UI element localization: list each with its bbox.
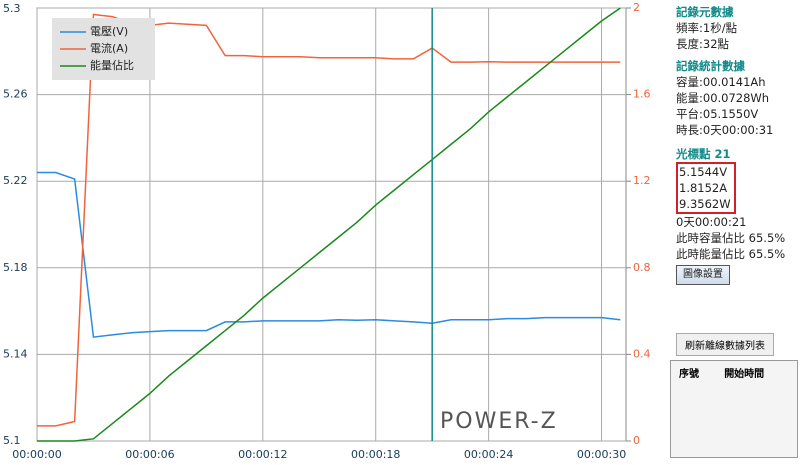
cursor-info: 0天00:00:21 <box>676 215 747 229</box>
cursor-box: 5.1544V 1.8152A 9.3562W <box>676 162 736 214</box>
chart: 5.1 5.14 5.18 5.22 5.26 5.3 0 0.4 0.8 1.2 1.6 2 00:0… <box>3 1 651 461</box>
y2-tick-label: 1.6 <box>633 88 651 101</box>
cursor-info: 此時能量佔比 65.5% <box>676 247 786 261</box>
x-tick-label: 00:00:00 <box>12 448 61 461</box>
stat-line: 平台:05.1550V <box>676 107 759 121</box>
table-header: 序號 <box>679 369 699 380</box>
table-header: 開始時間 <box>724 369 765 380</box>
x-tick-label: 00:00:24 <box>464 448 513 461</box>
heading: 光標點 21 <box>676 147 731 161</box>
y-tick-label: 5.14 <box>3 347 28 360</box>
meta-line: 長度:32點 <box>676 37 730 51</box>
heading: 記錄統計數據 <box>676 59 745 73</box>
watermark: POWER-Z <box>440 409 558 434</box>
cursor-value: 1.8152A <box>679 181 728 195</box>
y2-tick-label: 0 <box>633 434 640 447</box>
series-line <box>37 7 621 442</box>
legend-label: 能量佔比 <box>90 58 134 72</box>
legend-label: 電流(A) <box>90 41 128 55</box>
cursor-info: 此時容量佔比 65.5% <box>676 231 786 245</box>
y2-tick-label: 2 <box>633 1 640 14</box>
side-panel: 記錄元數據 頻率:1秒/點 長度:32點 記錄統計數據 容量:00.0141Ah… <box>676 4 796 285</box>
stat-line: 容量:00.0141Ah <box>676 75 766 89</box>
y-tick-label: 5.3 <box>3 2 21 15</box>
stat-line: 能量:00.0728Wh <box>676 91 770 105</box>
y-tick-label: 5.18 <box>3 261 28 274</box>
x-tick-label: 00:00:30 <box>577 448 626 461</box>
x-tick-label: 00:00:12 <box>238 448 287 461</box>
y-tick-label: 5.1 <box>3 434 21 447</box>
y2-tick-label: 0.4 <box>633 347 651 360</box>
meta-line: 頻率:1秒/點 <box>676 21 738 35</box>
heading: 記錄元數據 <box>676 5 734 19</box>
cursor-value: 9.3562W <box>679 197 731 211</box>
legend-label: 電壓(V) <box>90 25 128 38</box>
x-tick-label: 00:00:18 <box>351 448 400 461</box>
refresh-button[interactable]: 刷新離線數據列表 <box>676 333 774 356</box>
stat-line: 時長:0天00:00:31 <box>676 123 774 137</box>
x-tick-label: 00:00:06 <box>125 448 174 461</box>
settings-button[interactable]: 圖像設置 <box>676 265 730 285</box>
y2-tick-label: 0.8 <box>633 261 651 274</box>
y2-tick-label: 1.2 <box>633 174 651 187</box>
y-tick-label: 5.26 <box>3 88 28 101</box>
cursor-value: 5.1544V <box>679 165 728 179</box>
record-table: 序號 開始時間 <box>670 360 798 458</box>
y-tick-label: 5.22 <box>3 174 28 187</box>
series-line <box>37 171 621 338</box>
